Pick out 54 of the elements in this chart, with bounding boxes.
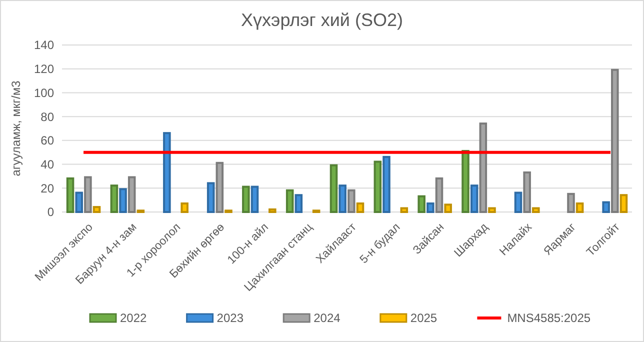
y-tick-label: 40 (40, 157, 54, 172)
bar (163, 132, 171, 213)
legend-label: MNS4585:2025 (507, 311, 591, 326)
bar (66, 177, 74, 213)
y-axis-title: агууламж, мкг/м3 (9, 80, 23, 176)
legend-label: 2025 (410, 311, 438, 326)
chart-title: Хүхэрлэг хий (SO2) (241, 10, 403, 30)
bar (330, 164, 338, 213)
bar (602, 201, 610, 213)
bar (488, 207, 496, 213)
y-tick-label: 20 (40, 181, 54, 196)
bar (400, 207, 408, 213)
bar (444, 204, 452, 213)
legend-label: 2023 (216, 311, 244, 326)
bar (479, 122, 488, 213)
bar (75, 192, 83, 213)
bar (206, 182, 215, 213)
bar (180, 202, 188, 213)
y-tick-label: 100 (34, 86, 54, 100)
bar (110, 184, 118, 213)
bar (356, 202, 364, 213)
bar (470, 184, 478, 213)
bar (620, 194, 628, 213)
bar (567, 192, 575, 213)
legend-label: 2022 (120, 311, 148, 326)
bar (514, 192, 522, 213)
bar (128, 176, 136, 213)
bar (216, 162, 224, 213)
bar (462, 150, 470, 213)
bar (84, 176, 92, 213)
bar (382, 156, 390, 213)
y-tick-label: 60 (40, 134, 54, 148)
y-tick-label: 0 (47, 205, 54, 220)
bar (576, 202, 584, 213)
bar (426, 202, 434, 213)
bar (250, 186, 259, 213)
bar (611, 68, 619, 213)
bar (294, 194, 303, 213)
y-tick-label: 120 (34, 62, 54, 76)
bar (374, 160, 382, 213)
bar (532, 207, 540, 213)
bar (119, 188, 127, 213)
bar (338, 184, 346, 213)
bar (348, 189, 356, 213)
bar (242, 186, 250, 213)
bar (435, 177, 444, 213)
y-tick-label: 140 (34, 38, 54, 52)
bar (418, 195, 426, 213)
bar (286, 189, 294, 213)
bar (523, 171, 531, 213)
bar (92, 206, 101, 213)
bar (268, 208, 276, 213)
legend-label: 2024 (314, 311, 341, 326)
y-tick-label: 80 (40, 110, 54, 124)
